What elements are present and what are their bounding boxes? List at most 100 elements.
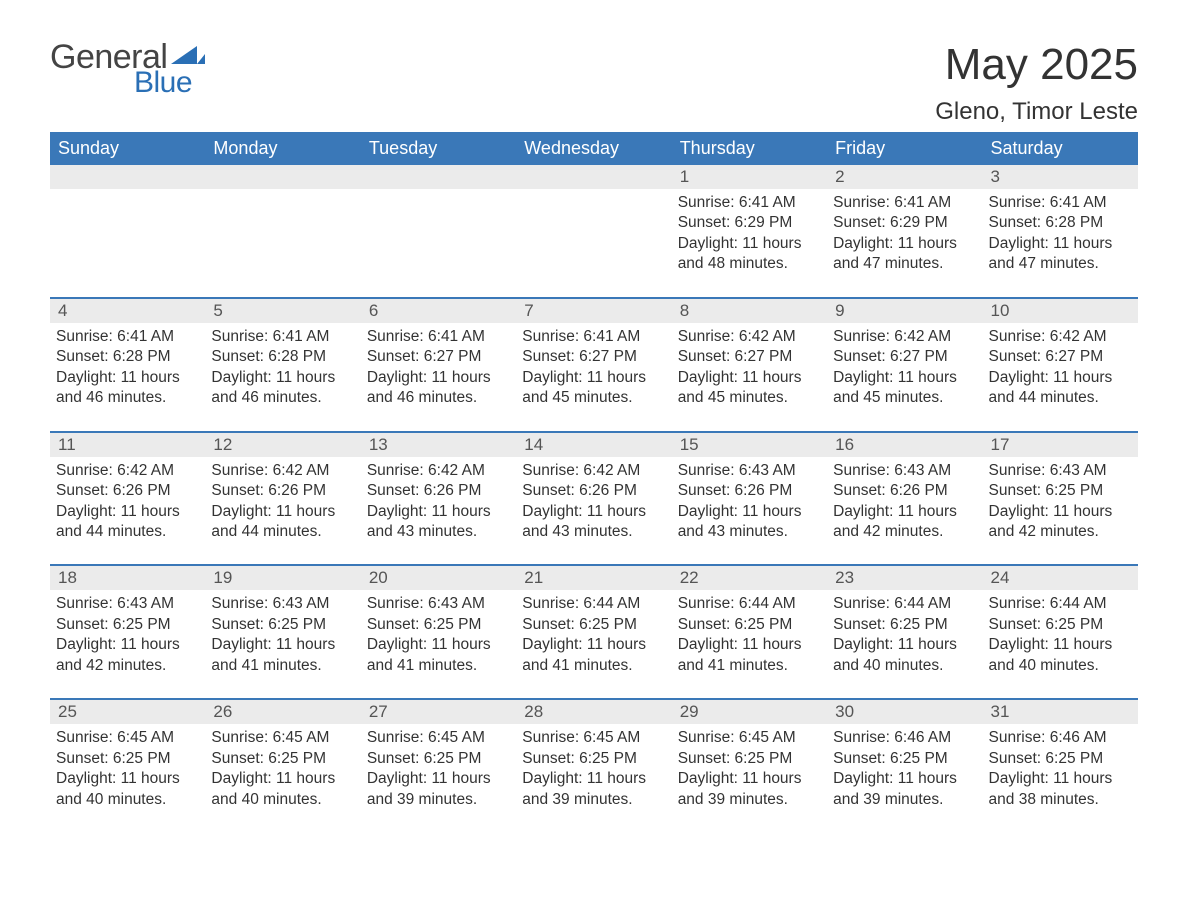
day-cell: 14Sunrise: 6:42 AMSunset: 6:26 PMDayligh… [516,433,671,547]
weekday-header: Saturday [983,132,1138,165]
weekday-header: Friday [827,132,982,165]
header: General Blue May 2025 Gleno, Timor Leste [50,40,1138,126]
sunrise-text: Sunrise: 6:45 AM [678,728,821,748]
day-cell: 26Sunrise: 6:45 AMSunset: 6:25 PMDayligh… [205,700,360,814]
day-number: 16 [827,433,982,457]
day-number: 24 [983,566,1138,590]
brand-word-2: Blue [134,68,205,98]
sunset-text: Sunset: 6:25 PM [833,749,976,769]
day-cell: 18Sunrise: 6:43 AMSunset: 6:25 PMDayligh… [50,566,205,680]
day-number: 30 [827,700,982,724]
sunset-text: Sunset: 6:25 PM [367,749,510,769]
sunrise-text: Sunrise: 6:44 AM [833,594,976,614]
day-details [361,189,516,197]
day-details: Sunrise: 6:42 AMSunset: 6:26 PMDaylight:… [516,457,671,547]
day-number: 2 [827,165,982,189]
day-cell: 24Sunrise: 6:44 AMSunset: 6:25 PMDayligh… [983,566,1138,680]
day-number: 18 [50,566,205,590]
day-details: Sunrise: 6:41 AMSunset: 6:28 PMDaylight:… [983,189,1138,279]
day-number: 23 [827,566,982,590]
sunrise-text: Sunrise: 6:41 AM [989,193,1132,213]
day-cell: 12Sunrise: 6:42 AMSunset: 6:26 PMDayligh… [205,433,360,547]
weeks-container: 1Sunrise: 6:41 AMSunset: 6:29 PMDaylight… [50,165,1138,814]
sunset-text: Sunset: 6:29 PM [833,213,976,233]
day-cell: 9Sunrise: 6:42 AMSunset: 6:27 PMDaylight… [827,299,982,413]
day-cell [516,165,671,279]
day-number: 17 [983,433,1138,457]
day-details: Sunrise: 6:41 AMSunset: 6:28 PMDaylight:… [50,323,205,413]
weekday-header: Wednesday [516,132,671,165]
sunset-text: Sunset: 6:25 PM [989,481,1132,501]
day-cell: 27Sunrise: 6:45 AMSunset: 6:25 PMDayligh… [361,700,516,814]
daylight-text: Daylight: 11 hours and 47 minutes. [833,234,976,275]
daylight-text: Daylight: 11 hours and 40 minutes. [989,635,1132,676]
weekday-header: Sunday [50,132,205,165]
sunset-text: Sunset: 6:27 PM [522,347,665,367]
daylight-text: Daylight: 11 hours and 44 minutes. [211,502,354,543]
daylight-text: Daylight: 11 hours and 42 minutes. [989,502,1132,543]
sunset-text: Sunset: 6:25 PM [56,749,199,769]
day-cell: 13Sunrise: 6:42 AMSunset: 6:26 PMDayligh… [361,433,516,547]
day-details: Sunrise: 6:43 AMSunset: 6:26 PMDaylight:… [672,457,827,547]
day-cell: 31Sunrise: 6:46 AMSunset: 6:25 PMDayligh… [983,700,1138,814]
week-row: 25Sunrise: 6:45 AMSunset: 6:25 PMDayligh… [50,698,1138,814]
day-cell: 23Sunrise: 6:44 AMSunset: 6:25 PMDayligh… [827,566,982,680]
day-number: 31 [983,700,1138,724]
sunrise-text: Sunrise: 6:43 AM [833,461,976,481]
sunset-text: Sunset: 6:27 PM [678,347,821,367]
day-details: Sunrise: 6:43 AMSunset: 6:25 PMDaylight:… [983,457,1138,547]
location-label: Gleno, Timor Leste [935,98,1138,126]
sunset-text: Sunset: 6:25 PM [678,615,821,635]
day-details: Sunrise: 6:46 AMSunset: 6:25 PMDaylight:… [983,724,1138,814]
day-details: Sunrise: 6:46 AMSunset: 6:25 PMDaylight:… [827,724,982,814]
sunrise-text: Sunrise: 6:41 AM [522,327,665,347]
day-number [50,165,205,189]
week-row: 1Sunrise: 6:41 AMSunset: 6:29 PMDaylight… [50,165,1138,279]
daylight-text: Daylight: 11 hours and 40 minutes. [211,769,354,810]
sunset-text: Sunset: 6:25 PM [367,615,510,635]
sunrise-text: Sunrise: 6:44 AM [678,594,821,614]
sunrise-text: Sunrise: 6:42 AM [522,461,665,481]
brand-logo: General Blue [50,40,205,98]
sunrise-text: Sunrise: 6:45 AM [522,728,665,748]
day-details: Sunrise: 6:44 AMSunset: 6:25 PMDaylight:… [516,590,671,680]
daylight-text: Daylight: 11 hours and 43 minutes. [678,502,821,543]
sunset-text: Sunset: 6:25 PM [56,615,199,635]
day-number [205,165,360,189]
day-number: 22 [672,566,827,590]
daylight-text: Daylight: 11 hours and 46 minutes. [56,368,199,409]
day-details: Sunrise: 6:44 AMSunset: 6:25 PMDaylight:… [827,590,982,680]
day-details: Sunrise: 6:42 AMSunset: 6:26 PMDaylight:… [50,457,205,547]
daylight-text: Daylight: 11 hours and 46 minutes. [367,368,510,409]
day-details: Sunrise: 6:41 AMSunset: 6:29 PMDaylight:… [672,189,827,279]
day-cell: 17Sunrise: 6:43 AMSunset: 6:25 PMDayligh… [983,433,1138,547]
daylight-text: Daylight: 11 hours and 38 minutes. [989,769,1132,810]
day-details: Sunrise: 6:42 AMSunset: 6:27 PMDaylight:… [827,323,982,413]
sunrise-text: Sunrise: 6:45 AM [211,728,354,748]
day-cell: 2Sunrise: 6:41 AMSunset: 6:29 PMDaylight… [827,165,982,279]
day-number: 19 [205,566,360,590]
day-cell: 3Sunrise: 6:41 AMSunset: 6:28 PMDaylight… [983,165,1138,279]
day-number: 15 [672,433,827,457]
day-details: Sunrise: 6:45 AMSunset: 6:25 PMDaylight:… [205,724,360,814]
sunset-text: Sunset: 6:25 PM [833,615,976,635]
day-number: 27 [361,700,516,724]
sunrise-text: Sunrise: 6:42 AM [833,327,976,347]
day-details [516,189,671,197]
day-cell: 19Sunrise: 6:43 AMSunset: 6:25 PMDayligh… [205,566,360,680]
sunset-text: Sunset: 6:26 PM [833,481,976,501]
day-number: 11 [50,433,205,457]
day-details: Sunrise: 6:43 AMSunset: 6:25 PMDaylight:… [361,590,516,680]
weekday-header: Monday [205,132,360,165]
sunrise-text: Sunrise: 6:41 AM [56,327,199,347]
sunset-text: Sunset: 6:27 PM [367,347,510,367]
day-number: 12 [205,433,360,457]
sunrise-text: Sunrise: 6:43 AM [989,461,1132,481]
sunrise-text: Sunrise: 6:42 AM [56,461,199,481]
calendar-page: General Blue May 2025 Gleno, Timor Leste… [0,0,1188,844]
daylight-text: Daylight: 11 hours and 43 minutes. [367,502,510,543]
day-details: Sunrise: 6:45 AMSunset: 6:25 PMDaylight:… [516,724,671,814]
day-number: 9 [827,299,982,323]
sunrise-text: Sunrise: 6:42 AM [989,327,1132,347]
daylight-text: Daylight: 11 hours and 47 minutes. [989,234,1132,275]
